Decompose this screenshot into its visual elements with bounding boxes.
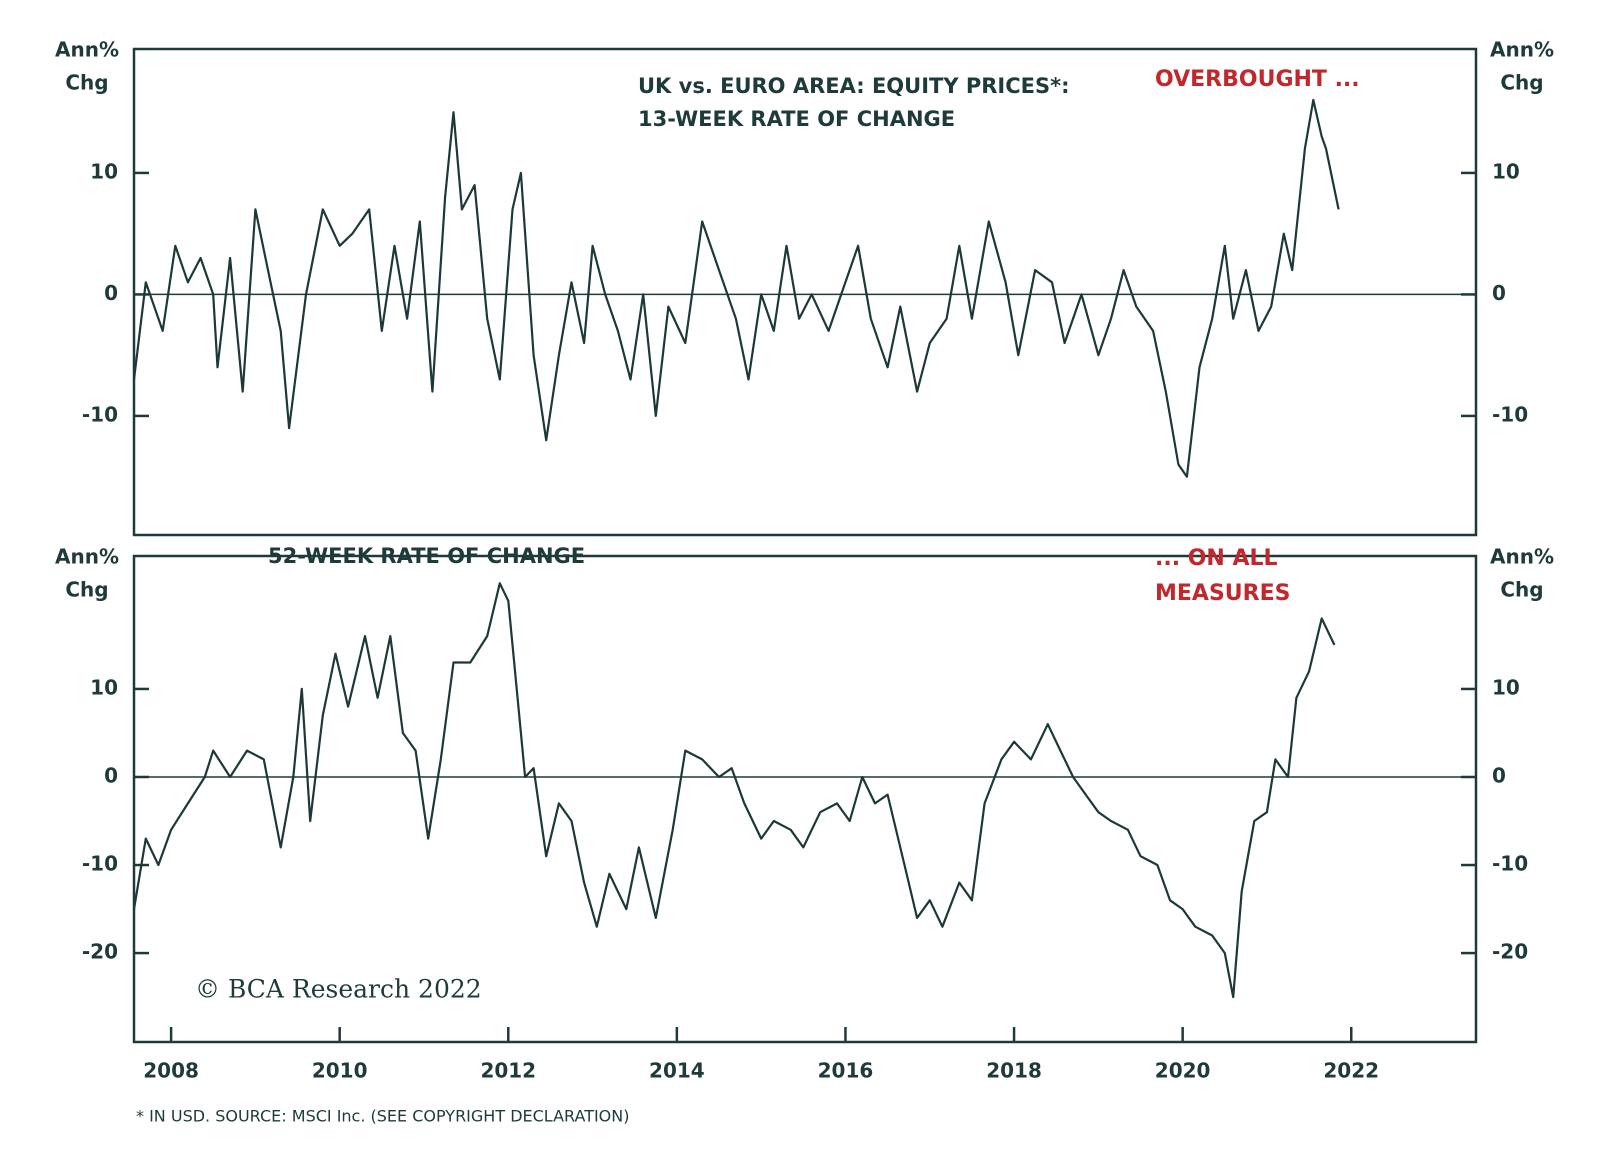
y-axis-label-right: Chg xyxy=(1500,71,1543,95)
data-line xyxy=(132,98,1340,478)
y-axis-label-right: Ann% xyxy=(1490,38,1554,62)
y-tick-label: 0 xyxy=(104,281,118,305)
data-line xyxy=(132,582,1336,999)
y-tick-label-right: -20 xyxy=(1492,940,1528,964)
y-tick-label-right: 0 xyxy=(1492,763,1506,787)
y-tick-label: 0 xyxy=(104,763,118,787)
y-axis-label: Ann% xyxy=(55,38,119,62)
y-tick-label: -10 xyxy=(82,852,118,876)
y-axis-label: Ann% xyxy=(55,545,119,569)
x-tick-label: 2020 xyxy=(1155,1059,1211,1083)
x-tick-label: 2014 xyxy=(649,1059,705,1083)
y-tick-label-right: 0 xyxy=(1492,281,1506,305)
chart-title: 52-WEEK RATE OF CHANGE xyxy=(268,544,585,568)
y-tick-label: 10 xyxy=(90,675,118,699)
watermark: © BCA Research 2022 xyxy=(195,975,482,1004)
x-tick-label: 2022 xyxy=(1323,1059,1379,1083)
y-axis-label-right: Ann% xyxy=(1490,545,1554,569)
plot-frame xyxy=(132,554,1478,1044)
x-tick-label: 2010 xyxy=(312,1059,368,1083)
y-axis-label-right: Chg xyxy=(1500,578,1543,602)
x-tick-label: 2008 xyxy=(143,1059,199,1083)
y-axis-label: Chg xyxy=(65,578,108,602)
y-tick-label-right: -10 xyxy=(1492,852,1528,876)
annotation: MEASURES xyxy=(1155,581,1290,606)
annotation: OVERBOUGHT ... xyxy=(1155,67,1360,92)
y-tick-label: 10 xyxy=(90,159,118,183)
y-tick-label: -20 xyxy=(82,940,118,964)
chart-title: UK vs. EURO AREA: EQUITY PRICES*: xyxy=(638,74,1070,98)
x-tick-label: 2012 xyxy=(480,1059,536,1083)
y-tick-label-right: -10 xyxy=(1492,402,1528,426)
y-tick-label-right: 10 xyxy=(1492,675,1520,699)
chart-title: 13-WEEK RATE OF CHANGE xyxy=(638,107,955,131)
plot-frame xyxy=(132,47,1478,537)
x-tick-label: 2016 xyxy=(818,1059,874,1083)
y-axis-label: Chg xyxy=(65,71,108,95)
y-tick-label-right: 10 xyxy=(1492,159,1520,183)
y-tick-label: -10 xyxy=(82,402,118,426)
x-tick-label: 2018 xyxy=(986,1059,1042,1083)
annotation: ... ON ALL xyxy=(1155,546,1278,571)
footnote: * IN USD. SOURCE: MSCI Inc. (SEE COPYRIG… xyxy=(136,1107,629,1126)
